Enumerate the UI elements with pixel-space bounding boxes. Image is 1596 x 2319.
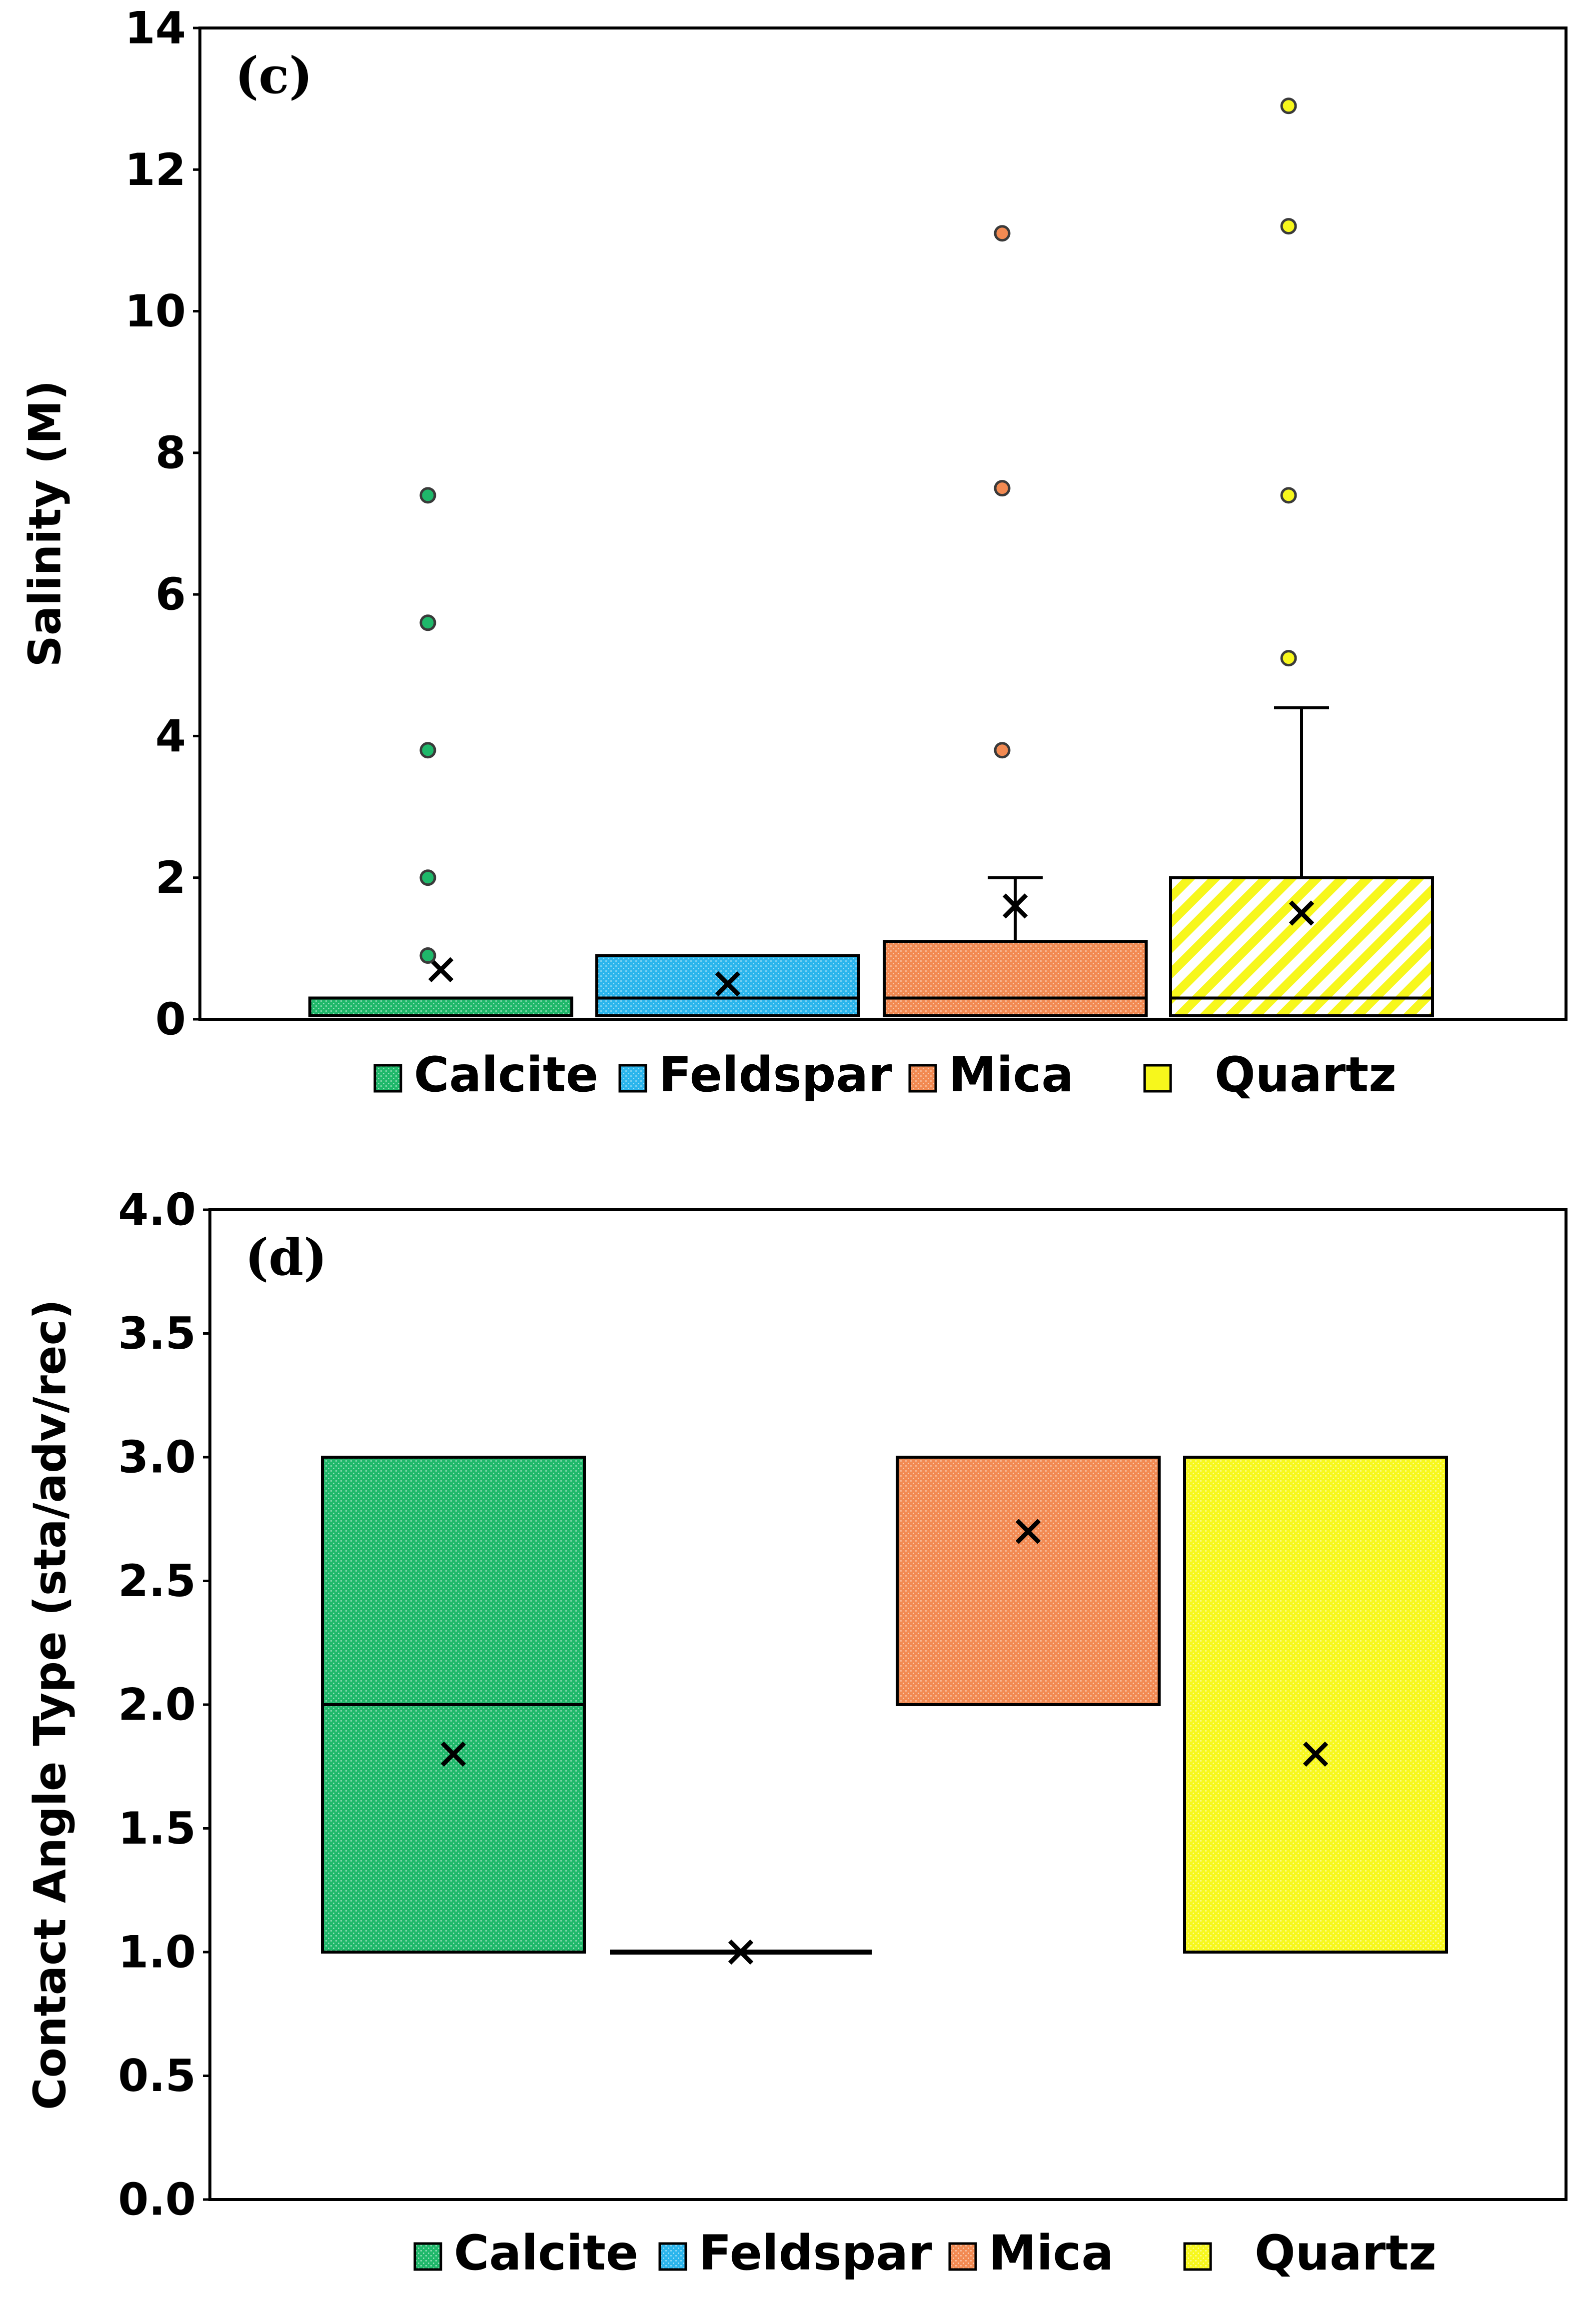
legend-swatch-feldspar [618,1064,647,1093]
legend-label-calcite: Calcite [414,1047,598,1103]
legend-label-feldspar: Feldspar [699,2225,932,2281]
box-calcite-mean-marker [428,957,454,983]
box-mica-mean-marker [1002,893,1028,919]
box-calcite-outlier-point [419,869,436,886]
box-calcite-outlier-point [419,614,436,631]
legend-swatch-quartz [1143,1064,1172,1093]
legend-label-quartz: Quartz [1255,2225,1437,2281]
y-tick-label: 1.0 [118,1927,196,1978]
y-tick-label: 2 [155,852,186,903]
box-quartz-mean-marker [1303,1741,1329,1767]
legend-label-feldspar: Feldspar [659,1047,892,1103]
box-feldspar-mean-marker [728,1939,754,1965]
y-tick-label: 10 [125,285,186,337]
legend-swatch-calcite [373,1064,402,1093]
y-tick-label: 3.5 [118,1308,196,1359]
box-mica-outlier-point [994,480,1011,497]
legend-swatch-quartz [1183,2242,1212,2271]
box-quartz [1183,1456,1448,1954]
box-quartz-mean-marker [1289,900,1315,926]
panel-label: (c) [235,46,313,105]
box-mica-outlier-point [994,225,1011,242]
y-axis-title: Contact Angle Type (sta/adv/rec) [24,1299,76,2110]
y-tick-label: 0 [155,994,186,1045]
box-calcite-outlier-point [419,487,436,504]
box-calcite-outlier-point [419,947,436,964]
box-quartz [1169,876,1434,1017]
y-tick-label: 6 [155,569,186,620]
panel-label: (d) [245,1228,327,1287]
box-calcite [308,996,573,1017]
y-tick-label: 1.5 [118,1803,196,1854]
legend-label-calcite: Calcite [454,2225,638,2281]
legend-label-mica: Mica [989,2225,1114,2281]
panel-c-salinity-chart: 0 2 4 6 8 10 12 14 Salinity (M) (c) Calcite Feldspa… [19,2,1568,1103]
y-tick-label: 0.0 [118,2174,196,2226]
box-mica [896,1456,1161,1706]
box-calcite-outlier-point [419,742,436,759]
box-quartz-outlier-point [1280,487,1297,504]
plot-frame [198,26,1568,1021]
y-tick-label: 2.0 [118,1679,196,1731]
y-tick-label: 0.5 [118,2050,196,2102]
y-axis-title: Salinity (M) [19,380,71,667]
y-tick-label: 2.5 [118,1555,196,1607]
y-tick-label: 8 [155,427,186,478]
box-mica [883,940,1148,1017]
box-feldspar-mean-marker [715,971,741,997]
y-tick-label: 3.0 [118,1432,196,1483]
y-tick-label: 14 [125,2,186,54]
box-quartz-outlier-point [1280,650,1297,667]
legend-label-quartz: Quartz [1215,1047,1397,1103]
box-mica-outlier-point [994,742,1011,759]
y-tick-label: 4.0 [118,1184,196,1236]
y-tick-label: 12 [125,144,186,195]
legend-label-mica: Mica [949,1047,1074,1103]
box-quartz-outlier-point [1280,218,1297,235]
box-calcite-mean-marker [440,1741,466,1767]
legend-swatch-calcite [413,2242,442,2271]
legend-swatch-mica [908,1064,937,1093]
box-quartz-outlier-point [1280,97,1297,114]
legend-swatch-mica [948,2242,977,2271]
box-feldspar [595,954,860,1017]
y-tick-label: 4 [155,710,186,762]
legend-swatch-feldspar [658,2242,687,2271]
panel-d-contact-angle-chart: 0.0 0.5 1.0 1.5 2.0 2.5 3.0 3.5 4.0 Contact Angle… [24,1184,1568,2281]
box-mica-mean-marker [1015,1519,1041,1544]
